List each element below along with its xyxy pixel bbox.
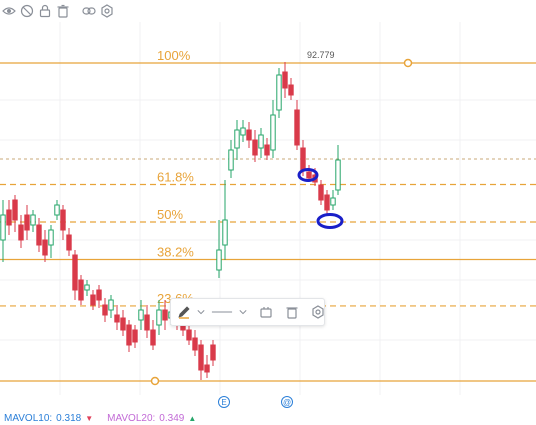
fib-label-1: 61.8%: [157, 169, 194, 184]
candle-body: [138, 309, 144, 321]
mavol20-label: MAVOL20:: [107, 413, 156, 424]
candle-body: [114, 314, 120, 323]
drawing-floating-toolbar: [170, 298, 325, 326]
candle-body: [270, 114, 276, 151]
candle-body: [330, 197, 336, 206]
pen-icon[interactable]: [177, 301, 191, 323]
candle-body: [276, 74, 282, 111]
candle-body: [156, 309, 162, 326]
settings-icon[interactable]: [100, 2, 114, 20]
trash-icon[interactable]: [285, 301, 299, 323]
highlight-ellipse-618: [297, 168, 319, 182]
candle-body: [335, 159, 341, 191]
candle-body: [282, 71, 288, 89]
grid: [0, 22, 536, 395]
lock-icon[interactable]: [38, 2, 52, 20]
candle-body: [126, 324, 132, 346]
chart-toolbar: [0, 0, 114, 22]
fibonacci-levels[interactable]: 100%61.8%50%38.2%23.6%: [0, 48, 536, 382]
candle-body: [192, 337, 198, 351]
mavol20-value: 0.349: [159, 413, 185, 424]
candles: [0, 62, 341, 380]
link-icon[interactable]: [82, 2, 96, 20]
candle-body: [0, 214, 6, 241]
highlight-ellipse-50: [316, 213, 344, 229]
candle-body: [264, 144, 270, 156]
candle-body: [24, 214, 30, 231]
candle-body: [90, 294, 96, 306]
candle-body: [198, 344, 204, 371]
candle-body: [48, 229, 54, 246]
candle-body: [222, 219, 228, 246]
candle-body: [246, 129, 252, 141]
candle-body: [42, 239, 48, 256]
candle-body: [162, 309, 168, 321]
candle-body: [120, 317, 126, 331]
eye-off-icon[interactable]: [20, 2, 34, 20]
candle-body: [288, 84, 294, 96]
candle-body: [54, 204, 60, 216]
candle-body: [132, 329, 138, 343]
candle-body: [300, 147, 306, 171]
candle-body: [6, 209, 12, 226]
candle-body: [96, 289, 102, 301]
mavol10-label: MAVOL10:: [4, 413, 53, 424]
candle-body: [36, 224, 42, 246]
fib-label-3: 38.2%: [157, 245, 194, 260]
candle-body: [66, 234, 72, 251]
eye-icon[interactable]: [2, 2, 16, 20]
event-marker-at[interactable]: @: [281, 396, 293, 408]
candle-body: [210, 344, 216, 361]
arrow-up-icon: ▲: [188, 414, 197, 423]
candle-body: [252, 139, 258, 156]
candle-body: [228, 149, 234, 171]
candle-body: [144, 314, 150, 331]
candle-body: [204, 364, 210, 373]
fib-handle-bottom[interactable]: [150, 376, 160, 386]
candle-body: [324, 194, 330, 211]
candle-body: [60, 209, 66, 231]
candle-body: [240, 127, 246, 136]
candle-body: [30, 214, 36, 226]
candle-body: [234, 129, 240, 149]
candle-body: [258, 134, 264, 149]
candle-body: [78, 279, 84, 301]
candle-body: [12, 199, 18, 221]
arrow-down-icon: ▼: [85, 414, 94, 423]
candle-body: [294, 109, 300, 146]
candle-body: [318, 184, 324, 201]
fib-label-2: 50%: [157, 207, 183, 222]
line-style-icon[interactable]: [211, 301, 233, 323]
high-price-label: 92.779: [307, 50, 335, 60]
candle-body: [186, 329, 192, 341]
mavol10-value: 0.318: [56, 413, 82, 424]
chevron-down-icon[interactable]: [239, 301, 247, 323]
candle-body: [216, 249, 222, 271]
candle-body: [102, 304, 108, 316]
candle-body: [306, 171, 312, 179]
fib-label-0: 100%: [157, 48, 191, 63]
candle-body: [72, 254, 78, 291]
copy-icon[interactable]: [259, 301, 273, 323]
event-marker-e[interactable]: E: [218, 396, 230, 408]
candle-body: [108, 299, 114, 311]
chevron-down-icon[interactable]: [197, 301, 205, 323]
fib-handle-top[interactable]: [403, 58, 413, 68]
candle-body: [84, 284, 90, 291]
candle-body: [18, 224, 24, 241]
candle-body: [150, 329, 156, 346]
delete-icon[interactable]: [56, 2, 70, 20]
settings-icon[interactable]: [311, 301, 325, 323]
volume-legend: MAVOL10: 0.318 ▼ MAVOL20: 0.349 ▲: [4, 412, 196, 425]
